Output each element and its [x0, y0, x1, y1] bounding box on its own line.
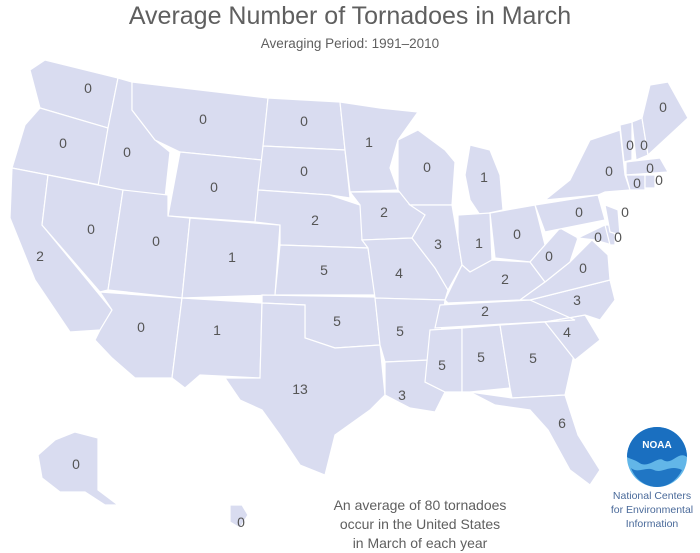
state-value-ok: 5 — [333, 313, 341, 329]
state-value-ia: 2 — [380, 204, 388, 220]
state-value-tx: 13 — [292, 381, 308, 397]
state-va — [518, 239, 611, 301]
state-il — [408, 204, 463, 292]
state-az — [94, 291, 183, 379]
state-ny — [543, 129, 631, 201]
state-value-ky: 2 — [501, 271, 509, 287]
state-value-hi: 0 — [237, 514, 245, 530]
state-tx — [223, 302, 386, 476]
state-value-nv: 0 — [87, 221, 95, 237]
state-value-az: 0 — [137, 319, 145, 335]
state-value-md: 0 — [594, 229, 602, 245]
state-value-nc: 3 — [573, 292, 581, 308]
state-value-vt: 0 — [626, 137, 634, 153]
state-wi — [397, 129, 456, 206]
state-value-wi: 0 — [423, 159, 431, 175]
state-me — [641, 81, 689, 157]
state-value-wv: 0 — [545, 248, 553, 264]
state-ct — [625, 174, 646, 191]
state-pa — [534, 194, 606, 233]
state-value-nj: 0 — [621, 204, 629, 220]
state-value-ar: 5 — [396, 323, 404, 339]
state-ri — [644, 174, 656, 189]
state-value-al: 5 — [477, 349, 485, 365]
state-value-ak: 0 — [72, 456, 80, 472]
summary-note-line: occur in the United States — [339, 516, 501, 532]
state-value-mt: 0 — [199, 111, 207, 127]
noaa-logo-text: NOAA — [642, 440, 671, 451]
state-value-or: 0 — [59, 135, 67, 151]
state-value-mn: 1 — [365, 134, 373, 150]
state-value-il: 3 — [434, 236, 442, 252]
state-value-la: 3 — [398, 387, 406, 403]
summary-note: An average of 80 tornadoes occur in the … — [300, 496, 540, 553]
noaa-logo-icon: NOAA — [627, 427, 687, 487]
state-sd — [257, 145, 351, 199]
state-value-mo: 4 — [395, 265, 403, 281]
state-value-ny: 0 — [605, 163, 613, 179]
state-value-ut: 0 — [152, 233, 160, 249]
state-value-sc: 4 — [563, 324, 571, 340]
state-value-me: 0 — [659, 99, 667, 115]
state-hi — [229, 504, 249, 529]
state-value-wa: 0 — [84, 80, 92, 96]
summary-note-line: in March of each year — [352, 535, 488, 551]
state-value-mi: 1 — [480, 169, 488, 185]
state-value-ma: 0 — [646, 160, 654, 176]
state-ma — [625, 157, 669, 176]
state-value-de: 0 — [614, 229, 622, 245]
summary-note-line: An average of 80 tornadoes — [333, 497, 507, 513]
state-nm — [171, 297, 263, 389]
state-ak — [37, 431, 120, 506]
state-value-id: 0 — [123, 144, 131, 160]
agency-name-line: for Environmental — [610, 504, 694, 516]
state-value-oh: 0 — [513, 226, 521, 242]
state-mn — [339, 101, 420, 193]
state-fl — [469, 391, 601, 486]
state-nc — [528, 279, 616, 323]
state-al — [461, 324, 511, 393]
state-value-fl: 6 — [558, 415, 566, 431]
state-value-ca: 2 — [36, 248, 44, 264]
state-value-ms: 5 — [438, 357, 446, 373]
state-value-pa: 0 — [575, 204, 583, 220]
map-subtitle: Averaging Period: 1991–2010 — [260, 36, 440, 51]
state-value-wy: 0 — [210, 179, 218, 195]
state-value-ne: 2 — [311, 212, 319, 228]
state-value-ga: 5 — [529, 350, 537, 366]
state-value-ct: 0 — [633, 175, 641, 191]
state-value-co: 1 — [228, 249, 236, 265]
state-value-in: 1 — [475, 235, 483, 251]
state-ms — [424, 327, 463, 393]
agency-name-line: National Centers — [612, 490, 692, 502]
state-nj — [604, 204, 621, 236]
state-nv — [41, 174, 124, 293]
agency-name-line: Information — [625, 518, 679, 530]
state-value-va: 0 — [579, 260, 587, 276]
state-value-nh: 0 — [640, 137, 648, 153]
state-value-sd: 0 — [300, 163, 308, 179]
state-vt — [619, 121, 633, 163]
agency-name: National Centers for Environmental Infor… — [606, 489, 698, 531]
state-value-nm: 1 — [213, 322, 221, 338]
state-value-tn: 2 — [481, 303, 489, 319]
state-value-ks: 5 — [320, 262, 328, 278]
state-value-nd: 0 — [300, 113, 308, 129]
map-title: Average Number of Tornadoes in March — [128, 2, 572, 30]
state-value-ri: 0 — [655, 172, 663, 188]
